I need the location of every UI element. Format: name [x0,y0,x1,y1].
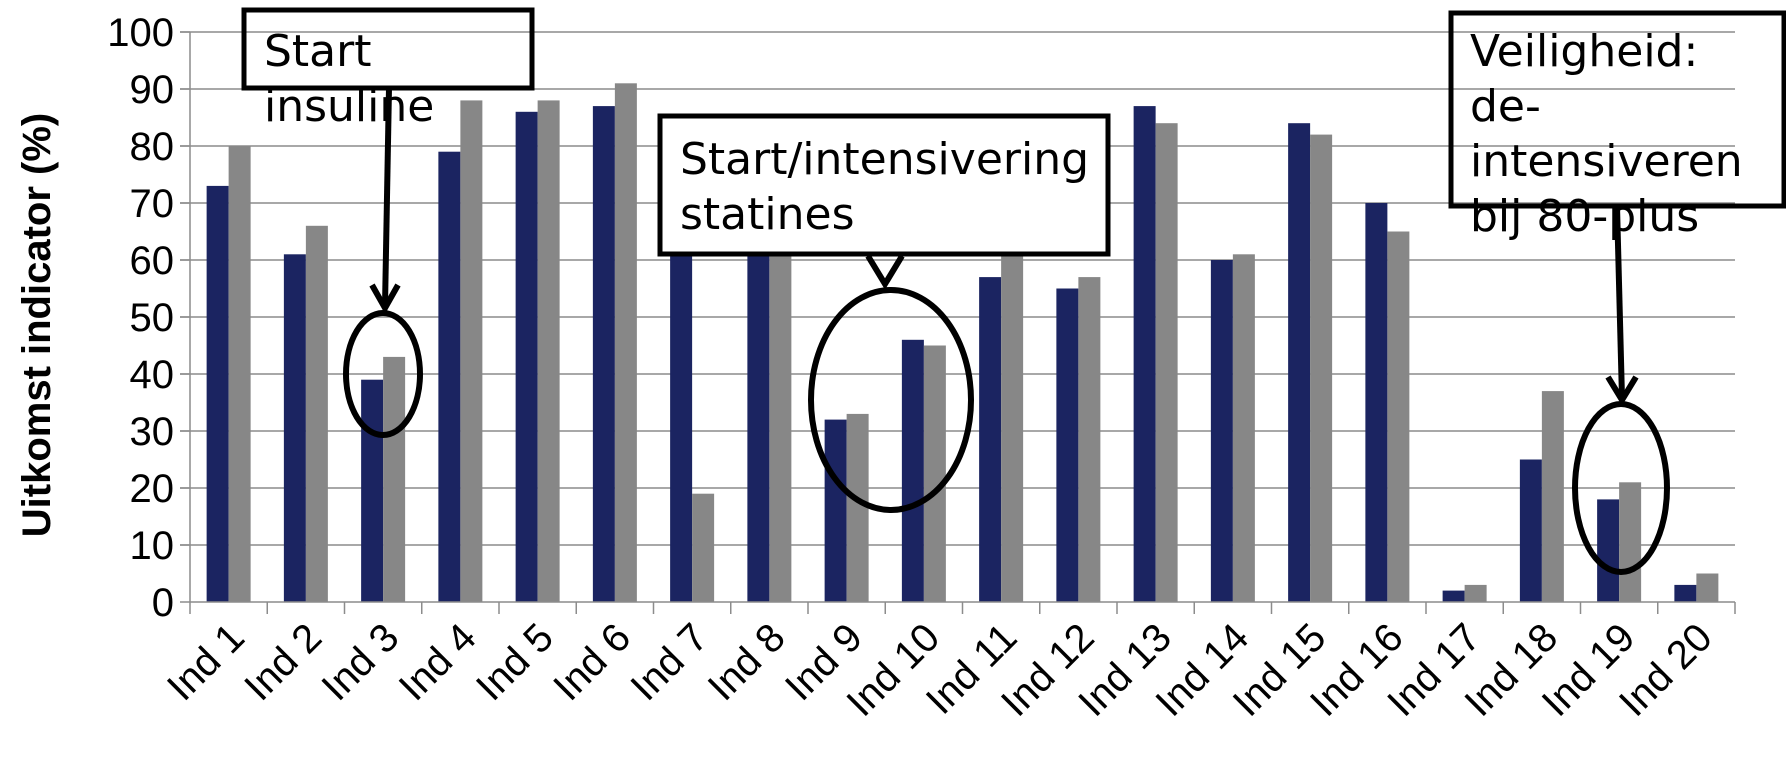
bar-series-2-12 [1078,277,1101,602]
bar-series-2-16 [1387,231,1410,602]
annotation-2-box [657,113,1111,257]
bar-series-1-20 [1674,584,1697,602]
annotation-3-arrow [1614,205,1625,399]
annotation-2-arrowhead [865,254,905,290]
bar-series-2-13 [1155,123,1178,602]
x-tick-label: Ind 8 [700,615,794,709]
annotation-3-line-2: de- [1470,81,1541,132]
annotation-2-circle [808,287,974,513]
x-tick-label: Ind 1 [159,615,253,709]
y-tick-label: 50 [130,296,175,340]
bar-series-1-14 [1210,260,1233,602]
y-axis-label: Uitkomst indicator (%) [15,113,59,537]
bar-series-1-5 [515,111,538,603]
bar-series-1-3 [361,379,384,602]
annotation-3-line-4: bij 80-plus [1470,191,1699,242]
bar-series-1-8 [747,231,770,602]
annotation-2-line-1: Start/intensivering [680,134,1089,185]
bar-series-1-9 [824,419,847,602]
bar-series-1-10 [901,339,924,602]
bar-series-2-15 [1310,134,1333,602]
x-tick-label: Ind 2 [236,615,330,709]
annotation-veiligheid: Veiligheid: de- intensiveren bij 80-plus [1448,10,1786,575]
bar-series-2-14 [1232,254,1255,603]
annotation-2-line-2: statines [680,189,855,240]
annotation-3-line-3: intensiveren [1470,136,1743,187]
bar-series-1-19 [1597,499,1620,602]
bar-series-2-3 [383,356,406,602]
y-tick-label: 40 [130,353,175,397]
x-tick-label: Ind 4 [391,615,485,709]
x-axis [189,601,1736,614]
bar-series-1-13 [1133,106,1156,602]
bar-series-1-2 [283,254,306,603]
bar-series-2-11 [1001,248,1024,602]
bar-series-2-17 [1464,584,1487,602]
bar-series-2-19 [1619,482,1642,602]
bar-series-1-6 [592,106,615,602]
annotation-1-arrowhead [369,283,401,315]
annotation-3-line-1: Veiligheid: [1470,26,1698,77]
x-tick-label: Ind 6 [545,615,639,709]
bar-series-2-4 [460,100,483,603]
annotation-1-circle [343,310,423,438]
annotation-3-arrowhead [1605,375,1639,406]
annotation-1-line-1: Start [264,26,372,77]
bar-series-1-15 [1288,123,1311,602]
bar-series-2-18 [1541,391,1564,602]
bar-series-2-7 [692,493,715,602]
annotation-start-intensivering-statines: Start/intensivering statines [657,113,1111,513]
bar-series-1-11 [979,277,1002,602]
bar-series-2-9 [846,413,869,602]
y-tick-label: 100 [107,11,174,55]
annotation-start-insuline: Start insuline [241,7,535,438]
y-tick-label: 0 [152,581,174,625]
bar-series-2-2 [305,225,328,603]
x-tick-label: Ind 5 [468,615,562,709]
x-tick-label: Ind 7 [622,615,716,709]
y-tick-label: 20 [130,467,175,511]
y-tick-label: 90 [130,68,175,112]
bars [206,83,1719,603]
bar-series-2-1 [228,146,251,602]
bar-series-1-16 [1365,203,1388,602]
bar-series-1-1 [206,185,229,602]
y-tick-labels: 0 10 20 30 40 50 60 70 80 90 100 [107,11,174,625]
bar-series-2-6 [614,83,637,603]
y-tick-label: 60 [130,239,175,283]
bar-series-1-17 [1442,590,1465,602]
bar-series-1-7 [670,203,693,602]
bar-series-2-8 [769,231,792,602]
annotation-3-circle [1572,401,1670,575]
annotation-1-arrow [382,87,392,307]
y-tick-label: 30 [130,410,175,454]
x-tick-label: Ind 3 [313,615,407,709]
y-tick-label: 80 [130,125,175,169]
bar-series-1-4 [438,151,461,602]
y-tick-label: 10 [130,524,175,568]
bar-series-2-20 [1696,573,1719,602]
bar-series-2-5 [537,100,560,603]
bar-series-2-10 [923,345,946,602]
y-tick-label: 70 [130,182,175,226]
bar-series-1-18 [1519,459,1542,602]
bar-series-1-12 [1056,288,1079,602]
